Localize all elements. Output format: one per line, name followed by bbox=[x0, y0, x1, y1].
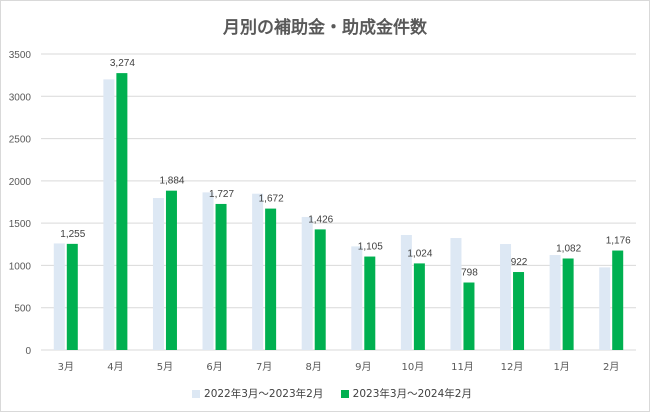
y-tick-label: 2500 bbox=[9, 135, 32, 146]
data-label: 798 bbox=[461, 268, 478, 279]
legend-swatch-2022 bbox=[192, 390, 201, 398]
legend: 2022年3月～2023年2月 2023年3月～2024年2月 bbox=[1, 386, 649, 401]
x-tick-label: 10月 bbox=[402, 361, 425, 373]
data-label: 922 bbox=[511, 257, 528, 268]
bar-2022 bbox=[549, 255, 561, 350]
bar-2023 bbox=[463, 282, 475, 350]
data-label: 1,727 bbox=[209, 189, 234, 200]
bar-2023 bbox=[413, 263, 425, 350]
bar-2022 bbox=[301, 216, 313, 350]
data-label: 1,176 bbox=[606, 236, 631, 247]
bar-2023 bbox=[215, 203, 227, 350]
data-label: 1,426 bbox=[308, 214, 333, 225]
bar-2022 bbox=[252, 193, 264, 350]
bar-2023 bbox=[314, 229, 326, 350]
bar-2023 bbox=[513, 272, 525, 350]
y-tick-label: 3000 bbox=[9, 92, 32, 103]
x-tick-label: 12月 bbox=[501, 361, 524, 373]
data-label: 1,255 bbox=[60, 229, 85, 240]
x-tick-label: 7月 bbox=[256, 361, 272, 373]
bar-2022 bbox=[103, 79, 115, 350]
bar-2022 bbox=[599, 267, 611, 350]
y-tick-label: 1500 bbox=[9, 219, 32, 230]
data-label: 1,105 bbox=[358, 242, 383, 253]
bar-2022 bbox=[450, 238, 462, 350]
x-tick-label: 3月 bbox=[58, 361, 74, 373]
data-label: 1,672 bbox=[259, 194, 284, 205]
x-tick-label: 6月 bbox=[206, 361, 222, 373]
x-tick-label: 1月 bbox=[553, 361, 569, 373]
x-tick-label: 5月 bbox=[157, 361, 173, 373]
bar-2022 bbox=[202, 192, 214, 350]
bar-2022 bbox=[53, 243, 65, 350]
data-label: 1,884 bbox=[159, 176, 184, 187]
bar-2023 bbox=[116, 73, 128, 350]
data-label: 3,274 bbox=[110, 58, 135, 69]
bar-2022 bbox=[500, 244, 512, 350]
bar-2023 bbox=[66, 243, 78, 350]
bar-2023 bbox=[265, 208, 277, 350]
x-tick-label: 9月 bbox=[355, 361, 371, 373]
chart-title: 月別の補助金・助成金件数 bbox=[223, 18, 427, 38]
y-tick-label: 0 bbox=[25, 346, 31, 357]
y-tick-label: 3500 bbox=[9, 50, 32, 61]
bar-2022 bbox=[152, 198, 164, 350]
x-tick-label: 11月 bbox=[451, 361, 474, 373]
y-tick-label: 2000 bbox=[9, 177, 32, 188]
legend-swatch-2023 bbox=[340, 390, 349, 398]
bar-2022 bbox=[400, 234, 412, 350]
bar-2023 bbox=[612, 250, 624, 350]
legend-label-2022: 2022年3月～2023年2月 bbox=[204, 388, 324, 400]
y-tick-label: 1000 bbox=[9, 261, 32, 272]
bar-2022 bbox=[351, 246, 363, 350]
x-tick-label: 2月 bbox=[603, 361, 619, 373]
y-tick-label: 500 bbox=[14, 304, 31, 315]
bar-2023 bbox=[562, 258, 574, 350]
bar-2023 bbox=[364, 256, 376, 350]
data-label: 1,082 bbox=[556, 243, 581, 254]
x-tick-label: 8月 bbox=[306, 361, 322, 373]
data-label: 1,024 bbox=[407, 248, 432, 259]
bar-2023 bbox=[165, 190, 177, 350]
legend-label-2023: 2023年3月～2024年2月 bbox=[352, 388, 472, 400]
x-tick-label: 4月 bbox=[107, 361, 123, 373]
